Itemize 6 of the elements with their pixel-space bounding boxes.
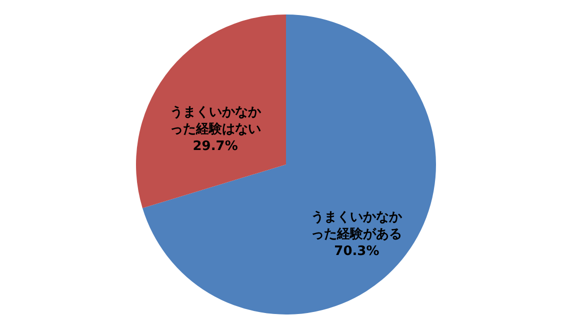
slice-label: うまくいかなかった経験はない — [170, 105, 262, 138]
slice-label: うまくいかなかった経験がある — [311, 210, 404, 242]
data-label: 29.7% — [192, 139, 238, 154]
pie-slice — [142, 14, 436, 314]
data-label: 70.3% — [334, 244, 380, 259]
pie-slice — [136, 14, 286, 208]
